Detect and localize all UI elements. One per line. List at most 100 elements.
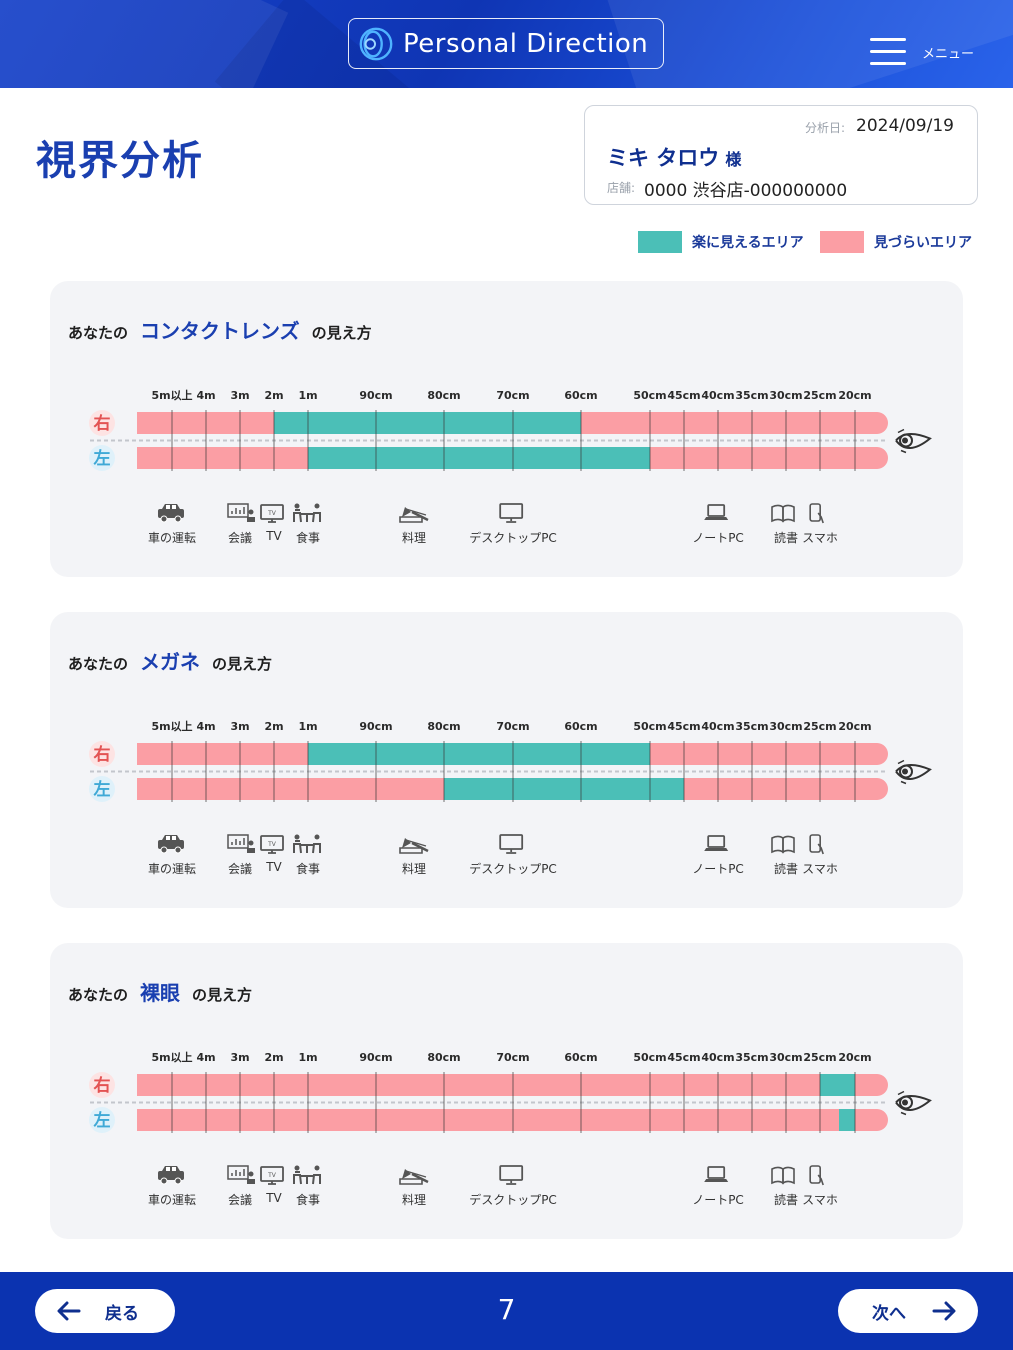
left-eye-badge [89, 445, 115, 471]
scale-tick-label: 20cm [838, 1051, 871, 1064]
eye-icon [895, 759, 932, 785]
activity-laptop: ノートPC [692, 503, 744, 546]
scale-tick-label: 4m [196, 1051, 215, 1064]
scale-tick-label: 80cm [427, 1051, 460, 1064]
meeting-icon [227, 1165, 255, 1184]
scale-tick-label: 1m [298, 389, 317, 402]
activity-dining: 食事 [292, 1165, 324, 1208]
activity-label: スマホ [802, 862, 838, 876]
car-icon [157, 504, 184, 523]
activity-book: 読書 [770, 1165, 802, 1208]
legend-easy-swatch [638, 231, 682, 253]
scale-tick-label: 25cm [803, 1051, 836, 1064]
right-eye-easy-zone [820, 1074, 855, 1096]
activity-meeting: 会議 [224, 1165, 256, 1208]
honorific: 様 [725, 150, 742, 169]
scale-tick-label: 20cm [838, 720, 871, 733]
activity-label: 食事 [295, 531, 320, 545]
customer-name: ミキ タロウ [607, 146, 720, 170]
right-eye-label: 右 [94, 744, 111, 765]
page-title: 視界分析 [36, 138, 204, 184]
next-button[interactable]: 次へ [838, 1289, 978, 1333]
activity-label: 料理 [401, 1193, 426, 1207]
scale-tick-label: 35cm [735, 389, 768, 402]
left-eye-label: 左 [94, 448, 111, 469]
back-button[interactable]: 戻る [35, 1289, 175, 1333]
activity-label: 読書 [773, 862, 798, 876]
cooking-icon [399, 838, 429, 854]
scale-tick-label: 80cm [427, 720, 460, 733]
left-eye-easy-zone [444, 778, 684, 800]
scale-tick-label: 20cm [838, 389, 871, 402]
dining-icon [293, 503, 321, 523]
laptop-icon [704, 1166, 728, 1182]
cooking-icon [399, 1169, 429, 1185]
left-eye-bar-cap [137, 447, 157, 469]
activity-cooking: 料理 [398, 834, 430, 877]
scale-tick-label: 30cm [769, 389, 802, 402]
car-icon [157, 1166, 184, 1185]
legend-hard-swatch [820, 231, 864, 253]
activity-label: 会議 [227, 1193, 252, 1207]
car-icon [157, 835, 184, 854]
activity-label: 食事 [295, 1193, 320, 1207]
activity-car: 車の運転 [148, 1165, 196, 1208]
scale-tick-label: 5m以上 [151, 719, 192, 733]
menu-button[interactable]: メニュー [870, 38, 974, 66]
scale-tick-label: 60cm [564, 389, 597, 402]
scale-tick-label: 5m以上 [151, 1050, 192, 1064]
activity-label: 会議 [227, 862, 252, 876]
legend-easy: 楽に見えるエリア [638, 231, 804, 253]
scale-tick-label: 70cm [496, 720, 529, 733]
scale-tick-label: 45cm [667, 1051, 700, 1064]
left-eye-bar-cap [137, 778, 157, 800]
scale-tick-label: 50cm [633, 1051, 666, 1064]
brand-name: Personal Direction [403, 28, 649, 59]
tv-icon: TV [260, 835, 284, 854]
scale-tick-label: 2m [264, 1051, 283, 1064]
date-label: 分析日: [804, 121, 845, 135]
tv-icon: TV [260, 504, 284, 523]
eye-icon [895, 428, 932, 454]
eye-icon [895, 1090, 932, 1116]
right-eye-bar-cap [137, 1074, 157, 1096]
vision-range-chart: 5m以上 4m 3m 2m 1m 90cm 80cm 70cm 60cm 50cm 45cm 40cm… [89, 388, 932, 471]
tv-icon: TV [260, 1166, 284, 1185]
header-bar: Personal Direction メニュー [0, 0, 1013, 88]
scale-tick-label: 35cm [735, 720, 768, 733]
scale-tick-label: 3m [230, 1051, 249, 1064]
book-icon [771, 1166, 795, 1185]
activity-label: スマホ [802, 531, 838, 545]
legend-easy-label: 楽に見えるエリア [692, 235, 804, 251]
activity-label: 食事 [295, 862, 320, 876]
scale-tick-label: 1m [298, 1051, 317, 1064]
scale-tick-label: 70cm [496, 389, 529, 402]
analysis-date: 2024/09/19 [856, 116, 954, 136]
activity-desktop-pc: デスクトップPC [469, 1165, 557, 1208]
section-title-suffix: の見え方 [212, 655, 273, 673]
scale-tick-label: 35cm [735, 1051, 768, 1064]
scale-tick-label: 70cm [496, 1051, 529, 1064]
legend-hard: 見づらいエリア [820, 231, 972, 253]
scale-tick-label: 25cm [803, 720, 836, 733]
section-title: あなたの メガネ の見え方 [68, 646, 272, 675]
right-eye-easy-zone [274, 412, 581, 434]
activity-label: デスクトップPC [469, 862, 557, 876]
left-eye-bar-cap [137, 1109, 157, 1131]
scale-tick-label: 5m以上 [151, 388, 192, 402]
activity-row: 車の運転 会議 TV TV 食事 料理 デスクトップPC ノートPC 読書 スマホ [50, 612, 963, 908]
svg-text:TV: TV [267, 841, 277, 848]
meeting-icon [227, 503, 255, 522]
activity-row: 車の運転 会議 TV TV 食事 料理 デスクトップPC ノートPC 読書 スマホ [50, 281, 963, 577]
section-title-keyword: メガネ [140, 650, 201, 674]
activity-cooking: 料理 [398, 503, 430, 546]
activity-tv: TV TV [258, 1165, 290, 1205]
right-eye-label: 右 [94, 1075, 111, 1096]
activity-tv: TV TV [258, 503, 290, 543]
section-title-suffix: の見え方 [311, 324, 372, 342]
laptop-icon [704, 835, 728, 851]
activity-label: ノートPC [692, 531, 744, 545]
meeting-icon [227, 834, 255, 853]
desktop-pc-icon [499, 1165, 523, 1185]
right-eye-bar-cap [137, 412, 157, 434]
